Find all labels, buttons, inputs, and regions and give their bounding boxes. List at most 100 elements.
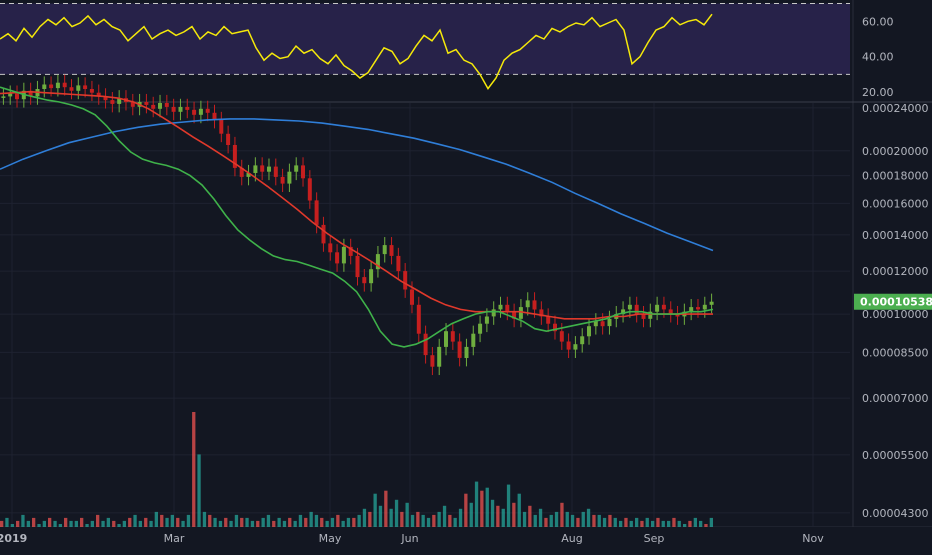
- candle-body: [416, 304, 421, 334]
- time-label: Mar: [164, 532, 185, 545]
- time-axis[interactable]: [0, 527, 932, 550]
- volume-bar: [656, 517, 660, 527]
- volume-bar: [645, 517, 649, 527]
- price-tick-label: 0.00010000: [862, 308, 928, 321]
- volume-bar: [619, 520, 623, 527]
- volume-bar: [613, 517, 617, 527]
- volume-bar: [533, 514, 537, 527]
- volume-bar: [661, 520, 665, 527]
- volume-bar: [683, 524, 687, 527]
- volume-bar: [53, 520, 57, 527]
- candle-body: [314, 200, 319, 225]
- volume-bar: [0, 520, 4, 527]
- time-label: Jun: [400, 532, 418, 545]
- candle-body: [89, 89, 94, 93]
- volume-bar: [480, 490, 484, 527]
- candle-body: [369, 269, 374, 284]
- candle-body: [110, 100, 115, 104]
- volume-bar: [341, 520, 345, 527]
- candle-body: [158, 103, 162, 109]
- candle-body: [403, 271, 408, 290]
- volume-bar: [122, 520, 126, 527]
- candle-body: [239, 167, 244, 177]
- candle-body: [641, 314, 646, 319]
- volume-bar: [32, 517, 36, 527]
- volume-bar: [117, 524, 121, 527]
- volume-bar: [42, 520, 46, 527]
- candle-body: [280, 176, 285, 184]
- volume-bar: [538, 508, 543, 527]
- candle-body: [478, 323, 483, 334]
- volume-bar: [688, 520, 692, 527]
- candle-body: [464, 346, 469, 358]
- volume-bar: [362, 508, 367, 527]
- candle-body: [294, 165, 299, 172]
- volume-bar: [181, 520, 185, 527]
- candle-body: [580, 336, 585, 345]
- volume-bar: [176, 517, 180, 527]
- rsi-axis: 60.00 40.00 20.00: [862, 15, 894, 99]
- candle-body: [491, 309, 496, 317]
- rsi-panel[interactable]: 60.00 40.00 20.00: [0, 3, 894, 100]
- candle-body: [437, 346, 442, 367]
- candle-body: [696, 307, 700, 310]
- candle-body: [661, 304, 666, 310]
- volume-bar: [432, 514, 436, 527]
- price-tick-label: 0.00024000: [862, 102, 928, 115]
- volume-bar: [133, 514, 137, 527]
- moving-average-medium-line: [0, 90, 713, 320]
- candle-body: [62, 82, 67, 88]
- volume-bar: [213, 517, 217, 527]
- volume-bar: [74, 520, 78, 527]
- volume-bars: [0, 412, 713, 527]
- volume-bar: [229, 520, 233, 527]
- candle-body: [246, 173, 251, 177]
- rsi-tick-label: 40.00: [862, 51, 894, 64]
- candle-body: [648, 311, 653, 319]
- price-tick-label: 0.00012000: [862, 265, 928, 278]
- volume-bar: [490, 499, 495, 527]
- volume-bar: [250, 520, 255, 527]
- volume-bar: [277, 517, 281, 527]
- volume-bar: [405, 502, 409, 527]
- volume-bar: [128, 517, 132, 527]
- candle-body: [185, 106, 190, 110]
- volume-bar: [602, 517, 607, 527]
- volume-bar: [298, 514, 303, 527]
- candle-body: [76, 85, 81, 91]
- volume-bar: [101, 520, 105, 527]
- volume-bar: [677, 520, 681, 527]
- candle-body: [668, 309, 673, 315]
- volume-bar: [272, 520, 276, 527]
- volume-bar: [442, 505, 447, 527]
- candle-body: [83, 85, 88, 89]
- volume-bar: [112, 520, 116, 527]
- last-price-label: 0.00010538: [860, 296, 932, 309]
- price-panel[interactable]: 0.00024000 0.00020000 0.00018000 0.00016…: [0, 74, 932, 527]
- volume-bar: [400, 511, 404, 527]
- volume-bar: [693, 517, 697, 527]
- volume-bar: [672, 517, 676, 527]
- candle-body: [525, 300, 530, 308]
- volume-bar: [80, 517, 84, 527]
- volume-bar: [426, 517, 431, 527]
- price-axis[interactable]: 0.00024000 0.00020000 0.00018000 0.00016…: [862, 102, 928, 520]
- volume-bar: [581, 511, 585, 527]
- candle-body: [512, 311, 517, 319]
- candle-body: [389, 245, 394, 256]
- volume-bar: [192, 412, 196, 527]
- rsi-tick-label: 20.00: [862, 86, 894, 99]
- volume-bar: [597, 514, 601, 527]
- candle-body: [301, 165, 305, 179]
- candle-body: [8, 93, 13, 97]
- volume-bar: [496, 505, 500, 527]
- volume-bar: [448, 514, 452, 527]
- volume-bar: [410, 514, 415, 527]
- volume-bar: [389, 508, 393, 527]
- volume-bar: [330, 517, 335, 527]
- candle-body: [600, 321, 605, 327]
- volume-bar: [485, 487, 489, 527]
